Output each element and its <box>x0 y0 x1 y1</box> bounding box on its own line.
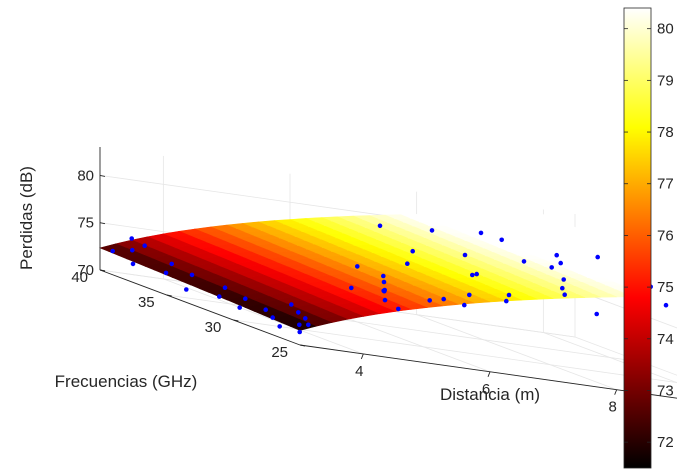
data-point <box>381 279 387 285</box>
surface-patch <box>99 243 126 252</box>
x-tick-label: 6 <box>482 381 490 398</box>
data-point <box>169 261 174 267</box>
data-point <box>237 305 242 310</box>
z-axis-label: Perdidas (dB) <box>17 166 36 270</box>
data-point <box>429 228 435 233</box>
data-point <box>554 252 559 258</box>
data-point <box>478 230 484 236</box>
data-point <box>110 248 115 254</box>
data-point <box>142 243 147 248</box>
data-point <box>129 236 134 241</box>
data-point <box>595 254 600 260</box>
data-point <box>441 296 447 302</box>
data-point <box>377 223 383 229</box>
data-point <box>270 315 276 320</box>
data-point <box>561 277 566 282</box>
data-point <box>381 273 386 279</box>
data-point <box>297 329 303 335</box>
colorbar-tick-label: 79 <box>657 72 674 89</box>
data-point <box>243 296 248 302</box>
data-point <box>189 272 195 278</box>
data-point <box>382 297 388 303</box>
data-point <box>303 316 308 321</box>
y-tick-mark <box>233 319 239 322</box>
x-axis-label: Distancia (m) <box>440 385 540 404</box>
colorbar-tick-label: 72 <box>657 434 674 451</box>
data-point <box>504 298 509 304</box>
x-tick-label: 4 <box>355 363 363 380</box>
data-point <box>470 272 475 278</box>
colorbar-tick-label: 78 <box>657 124 674 141</box>
data-point <box>381 288 387 294</box>
data-point <box>130 247 135 253</box>
y-axis-line <box>99 269 301 346</box>
data-point <box>474 271 480 277</box>
data-point <box>594 311 599 317</box>
y-tick-label: 30 <box>205 319 222 336</box>
data-point <box>562 292 567 298</box>
data-point <box>355 264 360 269</box>
data-point <box>184 287 189 292</box>
data-point <box>560 285 565 291</box>
colorbar-tick-label: 73 <box>657 382 674 399</box>
data-point <box>521 259 527 264</box>
data-point <box>410 248 416 254</box>
x-tick-mark <box>614 389 618 395</box>
z-tick-label: 75 <box>77 215 94 232</box>
data-point <box>306 322 311 328</box>
y-tick-mark <box>99 269 106 272</box>
y-tick-mark <box>166 294 172 297</box>
data-point <box>130 261 136 267</box>
data-point <box>296 310 301 315</box>
data-point <box>263 307 269 313</box>
data-point <box>277 324 283 329</box>
grid-line-x-floor <box>163 278 364 355</box>
y-tick-label: 25 <box>271 344 288 361</box>
colorbar-tick-label: 80 <box>657 21 674 38</box>
grid-line-x-floor <box>416 314 617 391</box>
data-point <box>396 306 401 312</box>
data-point <box>462 252 468 258</box>
data-point <box>549 265 554 270</box>
data-point <box>467 292 472 298</box>
z-tick-mark <box>99 222 106 225</box>
data-point <box>506 292 512 298</box>
z-tick-label: 70 <box>77 262 94 279</box>
colorbar-tick-label: 76 <box>657 227 674 244</box>
data-point <box>558 260 563 266</box>
data-point <box>349 285 354 291</box>
data-point <box>163 270 169 276</box>
data-point <box>462 302 467 308</box>
data-point <box>427 298 433 303</box>
y-tick-mark <box>299 344 306 347</box>
data-point <box>297 322 302 328</box>
data-point <box>663 302 669 308</box>
axis-ticks: 7075802530354046810 <box>71 167 618 416</box>
x-tick-label: 8 <box>608 399 616 416</box>
data-point <box>217 294 222 299</box>
y-tick-label: 35 <box>138 294 155 311</box>
y-axis-label: Frecuencias (GHz) <box>55 372 198 391</box>
scatter-points <box>110 223 669 335</box>
x-tick-mark <box>360 353 364 360</box>
axes-box <box>99 147 677 399</box>
colorbar <box>623 7 652 469</box>
data-point <box>405 261 410 267</box>
data-point <box>499 237 505 243</box>
z-tick-label: 80 <box>77 167 94 184</box>
y-tick-label: 40 <box>71 269 88 286</box>
data-point <box>222 285 228 291</box>
data-point <box>289 302 294 307</box>
z-tick-mark <box>99 174 106 177</box>
colorbar-tick-label: 74 <box>657 331 674 348</box>
x-tick-mark <box>487 371 491 377</box>
colorbar-tick-label: 75 <box>657 279 674 296</box>
colorbar-tick-label: 77 <box>657 176 674 193</box>
colorbar-ticks: 72 73 74 75 76 77 78 79 80 <box>624 21 674 451</box>
surface-mesh <box>99 213 677 331</box>
x-axis-line <box>299 344 677 399</box>
colorbar-gradient <box>623 7 652 469</box>
